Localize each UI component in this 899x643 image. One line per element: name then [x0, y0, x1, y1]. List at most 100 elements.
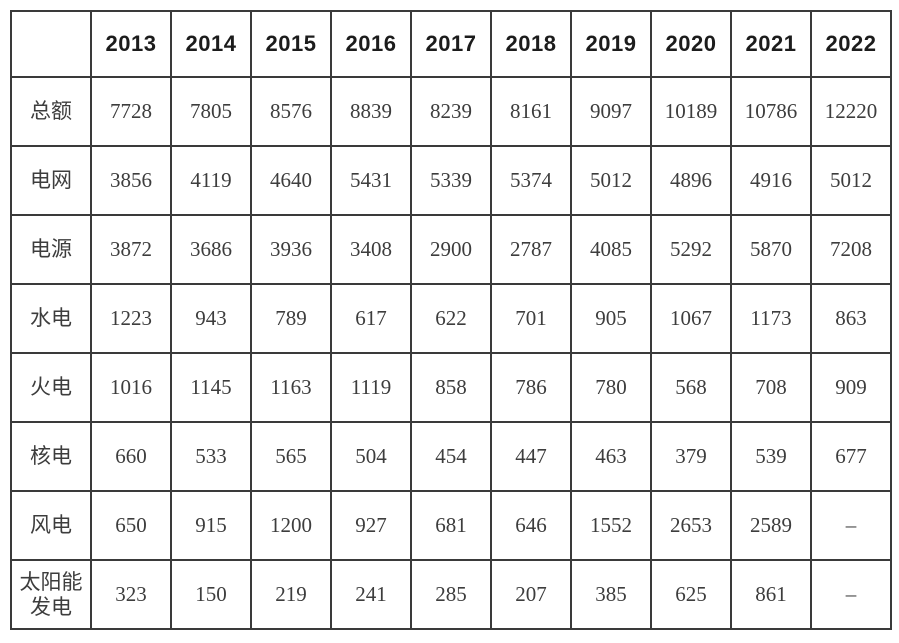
table-row: 火电 1016 1145 1163 1119 858 786 780 568 708 909: [10, 352, 892, 423]
value-cell: 5339: [410, 145, 492, 216]
value-cell: 539: [730, 421, 812, 492]
value-cell: 10786: [730, 76, 812, 147]
value-cell: 1145: [170, 352, 252, 423]
value-cell: 565: [250, 421, 332, 492]
value-cell: 622: [410, 283, 492, 354]
value-cell: 2589: [730, 490, 812, 561]
value-cell: 3856: [90, 145, 172, 216]
row-label: 电源: [10, 214, 92, 285]
row-label: 总额: [10, 76, 92, 147]
value-cell: 385: [570, 559, 652, 630]
year-header-cell: 2016: [330, 10, 412, 78]
value-cell: 8576: [250, 76, 332, 147]
value-cell: 861: [730, 559, 812, 630]
value-cell: 786: [490, 352, 572, 423]
value-cell: 568: [650, 352, 732, 423]
row-label: 火电: [10, 352, 92, 423]
value-cell: 7208: [810, 214, 892, 285]
value-cell: 915: [170, 490, 252, 561]
value-cell: 789: [250, 283, 332, 354]
value-cell: 285: [410, 559, 492, 630]
year-header-cell: 2022: [810, 10, 892, 78]
table-row: 水电 1223 943 789 617 622 701 905 1067 1173 863: [10, 283, 892, 354]
year-header-cell: 2013: [90, 10, 172, 78]
value-cell: 4640: [250, 145, 332, 216]
value-cell: 701: [490, 283, 572, 354]
value-cell: 4119: [170, 145, 252, 216]
table-row: 电网 3856 4119 4640 5431 5339 5374 5012 4896 4916 50…: [10, 145, 892, 216]
row-label: 核电: [10, 421, 92, 492]
value-cell: 12220: [810, 76, 892, 147]
year-header-cell: 2020: [650, 10, 732, 78]
table-row: 太阳能发电 323 150 219 241 285 207 385 625 861–: [10, 559, 892, 630]
value-cell: 3872: [90, 214, 172, 285]
value-cell: 5292: [650, 214, 732, 285]
value-cell: 1163: [250, 352, 332, 423]
table-row: 电源 3872 3686 3936 3408 2900 2787 4085 5292 5870 72…: [10, 214, 892, 285]
value-cell: 3686: [170, 214, 252, 285]
value-cell: 1200: [250, 490, 332, 561]
value-cell: 927: [330, 490, 412, 561]
value-cell: 323: [90, 559, 172, 630]
value-cell: 241: [330, 559, 412, 630]
value-cell: 1173: [730, 283, 812, 354]
table-row: 风电 650 915 1200 927 681 646 1552 2653 2589–: [10, 490, 892, 561]
value-cell: 8239: [410, 76, 492, 147]
value-cell: 617: [330, 283, 412, 354]
value-cell: –: [810, 559, 892, 630]
value-cell: 8839: [330, 76, 412, 147]
value-cell: 9097: [570, 76, 652, 147]
value-cell: 219: [250, 559, 332, 630]
value-cell: 207: [490, 559, 572, 630]
value-cell: 863: [810, 283, 892, 354]
value-cell: 504: [330, 421, 412, 492]
value-cell: 4085: [570, 214, 652, 285]
value-cell: 4916: [730, 145, 812, 216]
value-cell: 2787: [490, 214, 572, 285]
table-row: 总额 7728 7805 8576 8839 8239 8161 9097 10189 10786…: [10, 76, 892, 147]
value-cell: 5431: [330, 145, 412, 216]
value-cell: 905: [570, 283, 652, 354]
value-cell: 909: [810, 352, 892, 423]
value-cell: 4896: [650, 145, 732, 216]
value-cell: 646: [490, 490, 572, 561]
row-label: 风电: [10, 490, 92, 561]
value-cell: 5012: [570, 145, 652, 216]
value-cell: 1119: [330, 352, 412, 423]
value-cell: 7805: [170, 76, 252, 147]
value-cell: 708: [730, 352, 812, 423]
value-cell: 780: [570, 352, 652, 423]
value-cell: 5374: [490, 145, 572, 216]
header-row: 2013 2014 2015 2016 2017 2018 2019 2020 2021 2022: [10, 10, 892, 78]
value-cell: 2900: [410, 214, 492, 285]
value-cell: 463: [570, 421, 652, 492]
power-investment-table: 2013 2014 2015 2016 2017 2018 2019 2020 2021 2022…: [10, 10, 892, 630]
year-header-cell: 2017: [410, 10, 492, 78]
value-cell: 150: [170, 559, 252, 630]
value-cell: 5870: [730, 214, 812, 285]
table-row: 核电 660 533 565 504 454 447 463 379 539 677: [10, 421, 892, 492]
row-label: 电网: [10, 145, 92, 216]
value-cell: 681: [410, 490, 492, 561]
value-cell: 533: [170, 421, 252, 492]
value-cell: 8161: [490, 76, 572, 147]
year-header-cell: 2018: [490, 10, 572, 78]
value-cell: 5012: [810, 145, 892, 216]
value-cell: 2653: [650, 490, 732, 561]
value-cell: –: [810, 490, 892, 561]
row-label: 水电: [10, 283, 92, 354]
value-cell: 660: [90, 421, 172, 492]
value-cell: 625: [650, 559, 732, 630]
row-label: 太阳能发电: [10, 559, 92, 630]
value-cell: 1223: [90, 283, 172, 354]
value-cell: 858: [410, 352, 492, 423]
value-cell: 10189: [650, 76, 732, 147]
table-body: 总额 7728 7805 8576 8839 8239 8161 9097 10189 10786…: [10, 76, 892, 630]
value-cell: 943: [170, 283, 252, 354]
value-cell: 3936: [250, 214, 332, 285]
year-header-cell: 2019: [570, 10, 652, 78]
value-cell: 379: [650, 421, 732, 492]
year-header-cell: 2021: [730, 10, 812, 78]
year-header-cell: 2014: [170, 10, 252, 78]
year-header-cell: 2015: [250, 10, 332, 78]
